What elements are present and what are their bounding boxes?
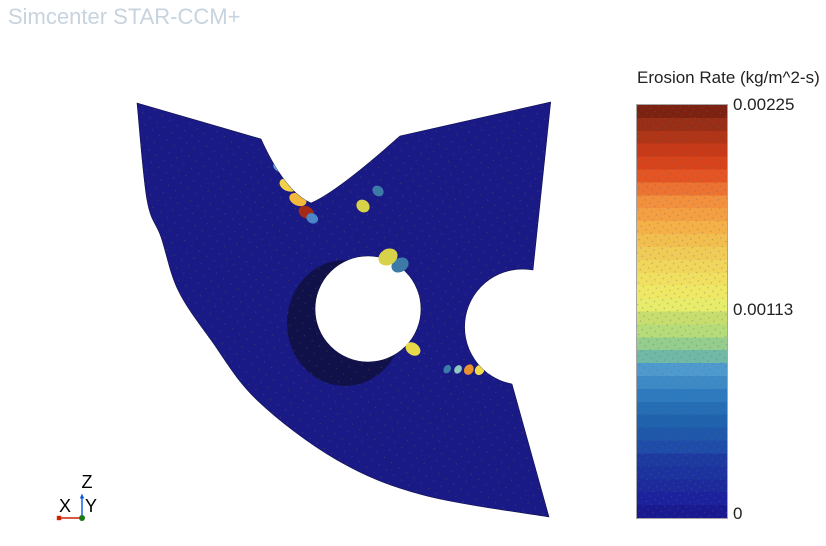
svg-text:Y: Y — [85, 496, 97, 516]
svg-text:X: X — [59, 496, 71, 516]
svg-text:Z: Z — [82, 472, 93, 492]
